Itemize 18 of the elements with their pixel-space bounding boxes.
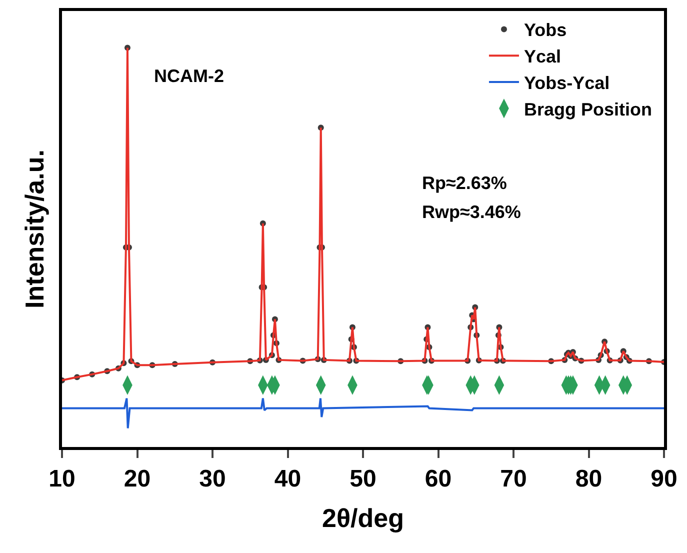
legend-label: Bragg Position [524,99,652,120]
legend-label: Yobs-Ycal [524,73,610,94]
x-tick-label: 90 [650,466,678,493]
x-axis-title: 2θ/deg [322,503,404,534]
legend-label: Yobs [524,20,567,40]
legend-label: Ycal [524,46,562,67]
x-tick-label: 40 [274,466,302,493]
annotation: Rwp≈3.46% [422,202,521,222]
y-axis-title: Intensity/a.u. [20,150,50,308]
x-tick-label: 10 [48,466,76,493]
x-tick-label: 30 [199,466,226,493]
x-tick-label: 20 [124,466,151,493]
annotation: Rp≈2.63% [422,173,507,193]
x-tick-label: 80 [575,466,602,493]
x-tick-label: 70 [500,466,527,493]
x-tick-label: 50 [350,466,376,493]
annotation: NCAM-2 [154,66,224,86]
x-tick-label: 60 [424,466,452,493]
